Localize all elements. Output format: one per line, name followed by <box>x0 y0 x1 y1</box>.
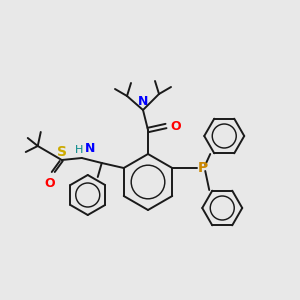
Text: O: O <box>170 119 181 133</box>
Text: N: N <box>138 95 148 108</box>
Text: H: H <box>74 145 83 155</box>
Text: S: S <box>57 145 67 159</box>
Text: O: O <box>44 177 55 190</box>
Text: P: P <box>198 161 208 175</box>
Text: N: N <box>85 142 95 155</box>
